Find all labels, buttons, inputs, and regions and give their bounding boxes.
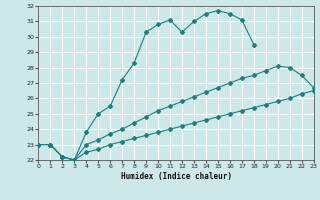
X-axis label: Humidex (Indice chaleur): Humidex (Indice chaleur) bbox=[121, 172, 231, 181]
